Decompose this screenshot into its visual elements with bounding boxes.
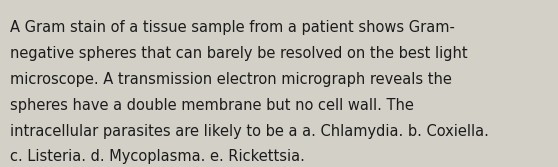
Text: negative spheres that can barely be resolved on the best light: negative spheres that can barely be reso… [10,46,468,61]
Text: A Gram stain of a tissue sample from a patient shows Gram-: A Gram stain of a tissue sample from a p… [10,20,455,35]
Text: spheres have a double membrane but no cell wall. The: spheres have a double membrane but no ce… [10,98,414,113]
Text: c. Listeria. d. Mycoplasma. e. Rickettsia.: c. Listeria. d. Mycoplasma. e. Rickettsi… [10,149,305,164]
Text: intracellular parasites are likely to be a a. Chlamydia. b. Coxiella.: intracellular parasites are likely to be… [10,124,489,139]
Text: microscope. A transmission electron micrograph reveals the: microscope. A transmission electron micr… [10,72,452,87]
